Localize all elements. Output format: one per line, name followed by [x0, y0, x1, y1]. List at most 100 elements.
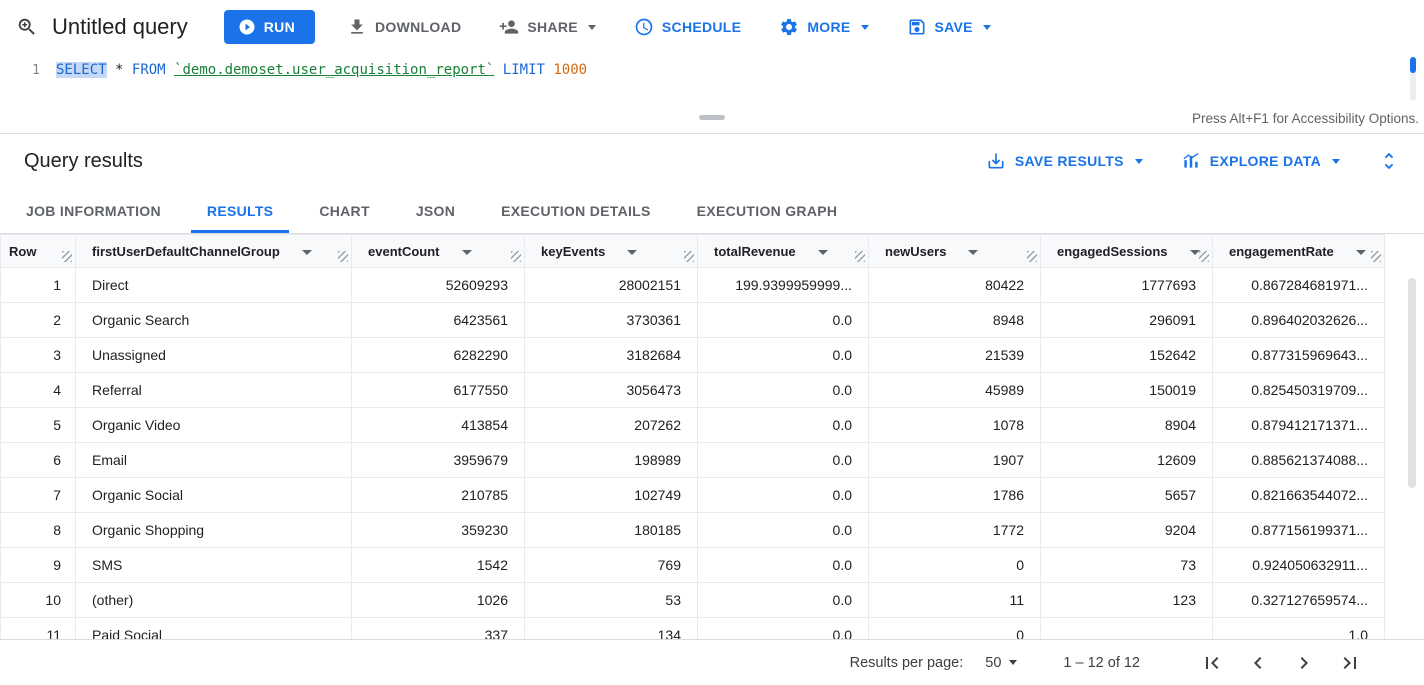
column-resize-grip-icon[interactable] — [1199, 251, 1209, 262]
data-cell: 152642 — [1040, 337, 1213, 373]
splitter-grip[interactable] — [699, 115, 725, 120]
column-header-firstuserdefaultchannelgroup[interactable]: firstUserDefaultChannelGroup — [75, 234, 352, 268]
column-resize-grip-icon[interactable] — [1371, 251, 1381, 262]
tab-label: RESULTS — [206, 203, 274, 219]
row-number-cell: 8 — [0, 512, 76, 548]
tab-execution-details[interactable]: EXECUTION DETAILS — [485, 188, 667, 233]
data-cell: 3056473 — [524, 372, 698, 408]
column-header-totalrevenue[interactable]: totalRevenue — [697, 234, 869, 268]
run-button-label: RUN — [263, 19, 295, 35]
save-button[interactable]: SAVE — [897, 9, 1001, 45]
share-button[interactable]: SHARE — [489, 9, 606, 45]
data-cell: 0.0 — [697, 477, 869, 513]
column-resize-grip-icon[interactable] — [511, 251, 521, 262]
page-size-value: 50 — [985, 654, 1002, 671]
unfold-more-icon — [1378, 150, 1400, 172]
save-results-label: SAVE RESULTS — [1014, 153, 1124, 169]
data-cell: 1026 — [351, 582, 525, 618]
results-table-body: 1 Direct 52609293 28002151 199.9399959999...… — [0, 267, 1385, 653]
column-resize-grip-icon[interactable] — [684, 251, 694, 262]
results-table-header-row: Row firstUserDefaultChannelGroup eventCoun… — [0, 234, 1385, 268]
column-header-engagementrate[interactable]: engagementRate — [1212, 234, 1385, 268]
row-number-cell: 9 — [0, 547, 76, 583]
column-label: keyEvents — [541, 243, 606, 259]
sort-menu-caret-icon[interactable] — [968, 249, 979, 255]
sql-keyword-limit: LIMIT — [502, 62, 545, 78]
tab-label: CHART — [319, 203, 370, 219]
row-number-cell: 4 — [0, 372, 76, 408]
table-scrollbar-thumb[interactable] — [1408, 278, 1416, 488]
table-row: 8 Organic Shopping 359230 180185 0.0 1772 9204… — [0, 512, 1385, 548]
sql-table-reference[interactable]: `demo.demoset.user_acquisition_report` — [174, 62, 495, 78]
data-cell: 0.877315969643... — [1212, 337, 1385, 373]
table-row: 7 Organic Social 210785 102749 0.0 1786 5657 0.… — [0, 477, 1385, 513]
chevron-left-icon — [1246, 651, 1270, 675]
chevron-right-icon — [1292, 651, 1316, 675]
sort-menu-caret-icon[interactable] — [301, 249, 312, 255]
tab-label: EXECUTION DETAILS — [501, 203, 651, 219]
column-resize-grip-icon[interactable] — [62, 251, 72, 262]
data-cell: 207262 — [524, 407, 698, 443]
column-resize-grip-icon[interactable] — [1027, 251, 1037, 262]
data-cell: 28002151 — [524, 267, 698, 303]
sort-menu-caret-icon[interactable] — [461, 249, 472, 255]
pagination-bar: Results per page: 50 1 – 12 of 12 — [0, 639, 1424, 685]
column-header-keyevents[interactable]: keyEvents — [524, 234, 698, 268]
first-page-icon — [1200, 651, 1224, 675]
data-cell: Organic Video — [75, 407, 352, 443]
save-icon — [907, 17, 927, 37]
editor-scrollbar-thumb[interactable] — [1410, 57, 1416, 73]
column-header-row[interactable]: Row — [0, 234, 76, 268]
sort-menu-caret-icon[interactable] — [1355, 249, 1366, 255]
previous-page-button[interactable] — [1240, 645, 1276, 681]
data-cell: 180185 — [524, 512, 698, 548]
table-vertical-scrollbar[interactable] — [1408, 278, 1416, 578]
next-page-button[interactable] — [1286, 645, 1322, 681]
column-header-newusers[interactable]: newUsers — [868, 234, 1041, 268]
first-page-button[interactable] — [1194, 645, 1230, 681]
sql-star: * — [115, 62, 124, 78]
data-cell: 199.9399959999... — [697, 267, 869, 303]
expand-results-button[interactable] — [1378, 150, 1400, 172]
tab-results[interactable]: RESULTS — [190, 188, 290, 233]
table-row: 3 Unassigned 6282290 3182684 0.0 21539 152642 0… — [0, 337, 1385, 373]
editor-results-splitter[interactable]: Press Alt+F1 for Accessibility Options. — [0, 106, 1424, 134]
table-row: 9 SMS 1542 769 0.0 0 73 0.924050632911... — [0, 547, 1385, 583]
sort-menu-caret-icon[interactable] — [1189, 249, 1200, 255]
data-cell: 0.0 — [697, 547, 869, 583]
save-results-button[interactable]: SAVE RESULTS — [986, 151, 1143, 171]
row-number-cell: 7 — [0, 477, 76, 513]
sql-code-line[interactable]: SELECT * FROM `demo.demoset.user_acquisi… — [56, 54, 587, 106]
editor-scrollbar[interactable] — [1410, 57, 1416, 101]
tab-job-information[interactable]: JOB INFORMATION — [10, 188, 177, 233]
column-label: engagementRate — [1229, 243, 1334, 259]
data-cell: Referral — [75, 372, 352, 408]
data-cell: 102749 — [524, 477, 698, 513]
sort-menu-caret-icon[interactable] — [627, 249, 638, 255]
schedule-button[interactable]: SCHEDULE — [624, 9, 751, 45]
tab-execution-graph[interactable]: EXECUTION GRAPH — [681, 188, 854, 233]
data-cell: 413854 — [351, 407, 525, 443]
clock-icon — [634, 17, 654, 37]
tab-chart[interactable]: CHART — [303, 188, 386, 233]
column-header-eventcount[interactable]: eventCount — [351, 234, 525, 268]
page-size-select[interactable]: 50 — [985, 654, 1018, 671]
column-resize-grip-icon[interactable] — [338, 251, 348, 262]
sql-editor[interactable]: 1 SELECT * FROM `demo.demoset.user_acqui… — [0, 54, 1424, 106]
line-number: 1 — [32, 63, 40, 78]
more-button[interactable]: MORE — [769, 9, 878, 45]
run-button[interactable]: RUN — [223, 10, 315, 44]
results-title: Query results — [24, 149, 143, 172]
download-button[interactable]: DOWNLOAD — [337, 9, 471, 45]
column-resize-grip-icon[interactable] — [855, 251, 865, 262]
tab-json[interactable]: JSON — [400, 188, 471, 233]
dropdown-caret-icon — [982, 24, 991, 30]
last-page-button[interactable] — [1332, 645, 1368, 681]
query-toolbar: Untitled query RUN DOWNLOAD SHARE SCHE — [0, 0, 1424, 54]
data-cell: 6177550 — [351, 372, 525, 408]
column-header-engagedsessions[interactable]: engagedSessions — [1040, 234, 1213, 268]
sort-menu-caret-icon[interactable] — [817, 249, 828, 255]
explore-data-button[interactable]: EXPLORE DATA — [1181, 151, 1340, 171]
data-cell: 359230 — [351, 512, 525, 548]
dropdown-caret-icon — [1332, 158, 1340, 164]
